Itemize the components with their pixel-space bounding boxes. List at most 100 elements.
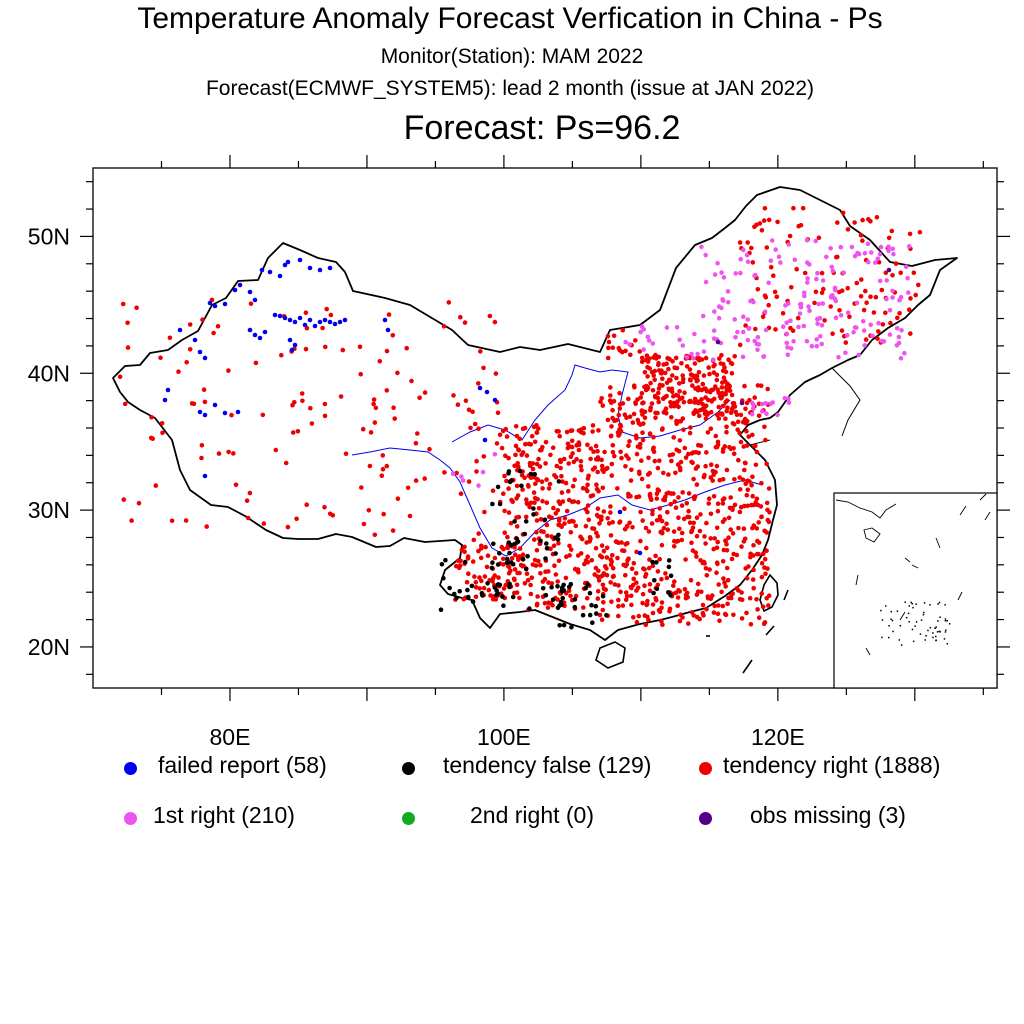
station-tendency-right xyxy=(694,554,699,559)
station-tendency-right xyxy=(723,369,729,375)
station-tendency-right xyxy=(409,378,414,384)
station-first-right xyxy=(769,238,775,243)
station-tendency-right xyxy=(689,540,694,546)
station-first-right xyxy=(894,326,900,331)
station-first-right xyxy=(899,328,904,333)
station-tendency-right xyxy=(719,589,724,595)
station-tendency-right xyxy=(745,503,750,509)
station-tendency-right xyxy=(570,451,575,456)
station-tendency-right xyxy=(543,439,549,445)
station-first-right xyxy=(877,251,883,257)
station-tendency-right xyxy=(589,558,595,563)
station-tendency-right xyxy=(703,463,708,469)
station-tendency-right xyxy=(600,582,606,588)
station-tendency-right xyxy=(540,444,545,450)
station-tendency-false xyxy=(470,599,476,604)
station-failed-report xyxy=(267,269,273,275)
station-tendency-right xyxy=(689,528,695,534)
station-tendency-false xyxy=(495,562,501,567)
station-tendency-right xyxy=(716,416,722,421)
station-tendency-false xyxy=(559,589,565,594)
station-first-right xyxy=(905,275,910,281)
x-tick-label: 100E xyxy=(477,724,531,750)
station-tendency-right xyxy=(795,315,801,321)
station-tendency-right xyxy=(650,610,656,616)
station-tendency-right xyxy=(565,445,571,451)
station-tendency-right xyxy=(668,501,673,507)
inset-island xyxy=(929,604,931,606)
station-failed-report xyxy=(252,332,258,338)
station-tendency-right xyxy=(682,587,688,592)
station-tendency-right xyxy=(543,461,548,466)
station-tendency-right xyxy=(211,330,216,336)
station-first-right xyxy=(902,350,907,356)
station-tendency-right xyxy=(674,421,679,427)
station-tendency-false xyxy=(651,590,656,596)
station-tendency-right xyxy=(812,300,817,306)
station-first-right xyxy=(807,262,812,267)
station-tendency-right xyxy=(715,611,721,617)
station-tendency-right xyxy=(417,395,422,401)
inset-island xyxy=(915,603,917,605)
station-tendency-right xyxy=(656,362,661,368)
station-tendency-right xyxy=(585,560,591,565)
station-tendency-right xyxy=(706,496,712,502)
station-tendency-right xyxy=(587,539,592,544)
station-tendency-right xyxy=(503,453,508,459)
station-tendency-right xyxy=(551,505,556,511)
station-tendency-false xyxy=(556,532,561,538)
station-tendency-false xyxy=(555,605,561,611)
station-first-right xyxy=(786,400,792,405)
station-tendency-right xyxy=(617,427,622,432)
station-tendency-right xyxy=(678,459,684,465)
station-tendency-right xyxy=(285,524,291,530)
station-tendency-right xyxy=(204,524,209,529)
station-tendency-false xyxy=(489,565,495,571)
station-tendency-right xyxy=(683,595,689,601)
station-tendency-false xyxy=(497,582,503,588)
station-tendency-right xyxy=(765,517,771,523)
station-tendency-right xyxy=(380,453,386,458)
station-tendency-false xyxy=(531,506,536,511)
x-tick-label: 80E xyxy=(210,724,251,750)
inset-island xyxy=(898,639,901,641)
station-first-right xyxy=(877,278,883,284)
station-tendency-right xyxy=(600,607,606,613)
station-tendency-right xyxy=(544,500,550,506)
station-tendency-right xyxy=(889,228,895,234)
station-tendency-right xyxy=(702,472,707,478)
station-tendency-right xyxy=(626,443,631,449)
station-tendency-right xyxy=(754,496,760,502)
station-tendency-right xyxy=(723,399,728,405)
station-tendency-right xyxy=(148,435,154,441)
inset-island xyxy=(923,602,926,604)
station-tendency-right xyxy=(605,355,611,361)
station-tendency-right xyxy=(358,371,364,377)
station-tendency-right xyxy=(593,545,599,551)
station-tendency-right xyxy=(590,423,596,428)
station-tendency-right xyxy=(913,292,918,298)
station-tendency-right xyxy=(714,377,720,383)
station-tendency-right xyxy=(585,503,591,508)
station-tendency-right xyxy=(726,535,731,540)
station-tendency-right xyxy=(721,375,727,381)
station-first-right xyxy=(838,244,844,250)
station-first-right xyxy=(740,354,746,360)
station-tendency-right xyxy=(672,499,677,504)
station-tendency-right xyxy=(668,491,674,496)
station-tendency-right xyxy=(752,444,757,449)
station-first-right xyxy=(860,319,866,324)
station-tendency-false xyxy=(506,540,512,545)
station-tendency-right xyxy=(640,430,645,436)
station-tendency-right xyxy=(453,563,459,569)
station-tendency-right xyxy=(642,583,647,588)
station-tendency-right xyxy=(390,333,396,338)
station-tendency-right xyxy=(466,407,472,413)
station-tendency-false xyxy=(585,582,591,587)
station-tendency-right xyxy=(705,595,711,601)
station-tendency-right xyxy=(696,369,702,375)
station-tendency-right xyxy=(615,555,620,561)
station-failed-report xyxy=(327,265,333,271)
station-tendency-right xyxy=(617,390,622,396)
station-tendency-right xyxy=(645,614,650,620)
